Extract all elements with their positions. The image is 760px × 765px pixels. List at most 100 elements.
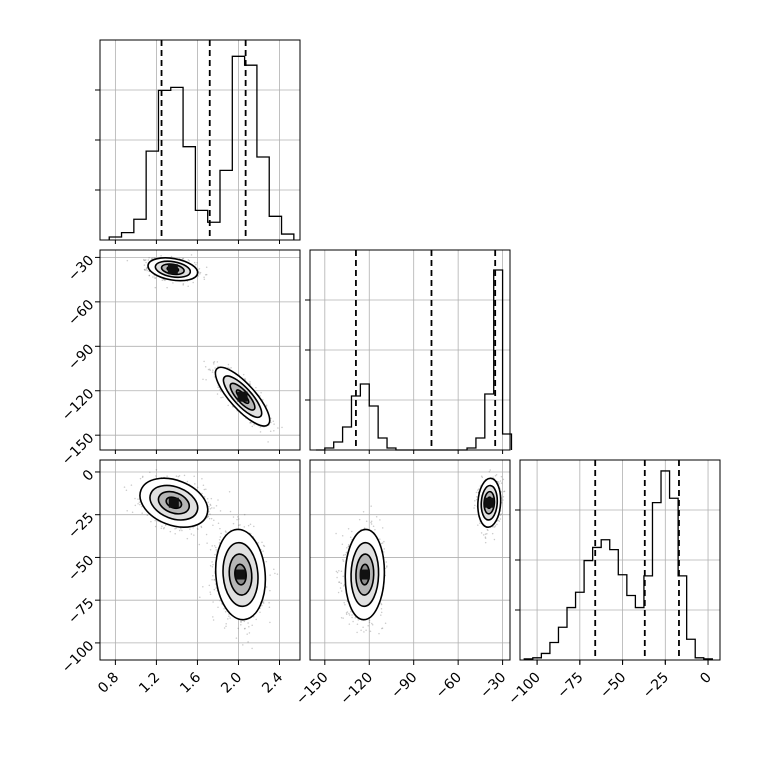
scatter-point xyxy=(214,545,216,547)
histogram-bar xyxy=(558,627,567,660)
scatter-point xyxy=(213,507,215,509)
scatter-point xyxy=(251,625,253,627)
histogram-bar xyxy=(485,394,494,450)
scatter-point xyxy=(378,633,380,635)
histogram-bar xyxy=(652,503,661,660)
scatter-point xyxy=(383,541,385,543)
scatter-point xyxy=(207,502,209,504)
scatter-point xyxy=(240,624,242,626)
scatter-point xyxy=(240,621,242,623)
scatter-point xyxy=(215,549,217,551)
scatter-point xyxy=(342,535,344,537)
scatter-panel: −150−120−90−60−30 xyxy=(59,250,300,469)
scatter-point xyxy=(244,378,246,380)
scatter-point xyxy=(255,387,257,389)
scatter-point xyxy=(184,475,186,477)
scatter-point xyxy=(183,258,185,260)
y-tick-label: −90 xyxy=(65,341,97,373)
y-tick-label: 0 xyxy=(80,467,98,485)
scatter-point xyxy=(137,503,139,505)
scatter-point xyxy=(189,528,191,530)
histogram-bar xyxy=(541,653,550,660)
scatter-point xyxy=(260,392,262,394)
scatter-point xyxy=(371,523,373,525)
scatter-point xyxy=(341,571,343,573)
scatter-point xyxy=(212,601,214,603)
scatter-point xyxy=(161,526,163,528)
scatter-point xyxy=(233,523,235,525)
scatter-point xyxy=(244,526,246,528)
scatter-point xyxy=(367,625,369,627)
scatter-point xyxy=(132,511,134,513)
scatter-point xyxy=(266,561,268,563)
scatter-point xyxy=(139,501,141,503)
scatter-point xyxy=(281,427,283,429)
scatter-point xyxy=(174,528,176,530)
scatter-point xyxy=(230,367,232,369)
y-tick-label: −100 xyxy=(59,638,98,677)
scatter-point xyxy=(143,260,145,262)
scatter-point xyxy=(257,542,259,544)
scatter-point xyxy=(212,564,214,566)
scatter-point xyxy=(197,487,199,489)
scatter-point xyxy=(244,621,246,623)
scatter-point xyxy=(229,617,231,619)
scatter-point xyxy=(176,475,178,477)
scatter-point xyxy=(193,476,195,478)
histogram-bar xyxy=(378,438,387,450)
scatter-point xyxy=(183,283,185,285)
scatter-point xyxy=(197,528,199,530)
scatter-point xyxy=(217,607,219,609)
scatter-point xyxy=(266,586,268,588)
y-tick-label: −25 xyxy=(65,510,97,542)
scatter-point xyxy=(145,262,147,264)
scatter-point xyxy=(154,277,156,279)
scatter-point xyxy=(205,274,207,276)
scatter-point xyxy=(213,520,215,522)
scatter-point xyxy=(217,387,219,389)
scatter-point xyxy=(382,627,384,629)
scatter-point xyxy=(213,619,215,621)
scatter-point xyxy=(209,513,211,515)
histogram-bar xyxy=(567,608,576,660)
scatter-point xyxy=(267,441,269,443)
histogram-bar xyxy=(183,147,195,240)
scatter-point xyxy=(144,269,146,271)
scatter-point xyxy=(237,628,239,630)
scatter-point xyxy=(227,618,229,620)
density-peak xyxy=(169,498,179,508)
scatter-point xyxy=(348,546,350,548)
scatter-point xyxy=(179,530,181,532)
histogram-bar xyxy=(610,550,619,660)
scatter-point xyxy=(338,570,340,572)
scatter-point xyxy=(214,367,216,369)
scatter-point xyxy=(134,498,136,500)
scatter-point xyxy=(209,585,211,587)
scatter-point xyxy=(249,381,251,383)
scatter-point xyxy=(172,282,174,284)
panel-contents xyxy=(310,460,510,660)
histogram-bar xyxy=(257,157,269,240)
scatter-point xyxy=(148,259,150,261)
scatter-point xyxy=(220,397,222,399)
histogram-bar xyxy=(343,427,352,450)
scatter-point xyxy=(269,590,271,592)
scatter-point xyxy=(268,602,270,604)
scatter-point xyxy=(155,475,157,477)
histogram-bar xyxy=(171,87,183,240)
scatter-point xyxy=(230,511,232,513)
scatter-point xyxy=(344,604,346,606)
scatter-point xyxy=(189,260,191,262)
y-tick-label: −120 xyxy=(59,386,98,425)
scatter-point xyxy=(369,620,371,622)
scatter-point xyxy=(208,515,210,517)
scatter-point xyxy=(181,530,183,532)
scatter-point xyxy=(225,623,227,625)
density-peak xyxy=(236,570,246,580)
scatter-point xyxy=(164,280,166,282)
scatter-point xyxy=(204,496,206,498)
scatter-point xyxy=(200,272,202,274)
scatter-point xyxy=(336,577,338,579)
scatter-point xyxy=(205,366,207,368)
